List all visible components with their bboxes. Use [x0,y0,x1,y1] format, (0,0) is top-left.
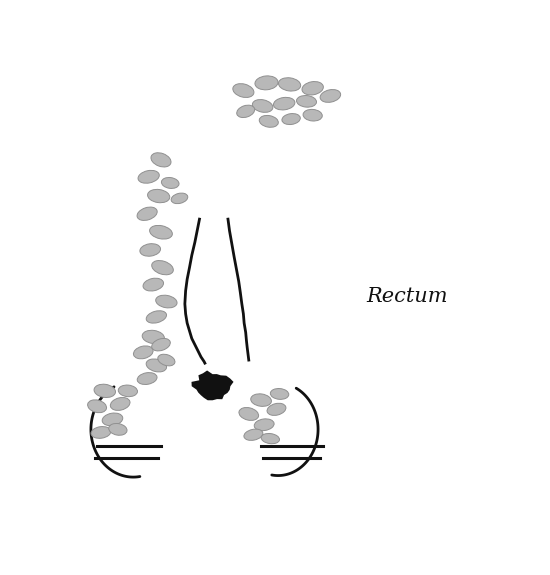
Ellipse shape [137,373,157,385]
Ellipse shape [151,153,171,167]
Ellipse shape [146,359,167,372]
Ellipse shape [102,413,123,426]
Ellipse shape [142,330,164,344]
Ellipse shape [109,423,127,435]
Ellipse shape [302,82,323,95]
Ellipse shape [138,170,160,183]
Ellipse shape [273,97,295,110]
Ellipse shape [87,400,107,413]
Ellipse shape [146,310,167,323]
Ellipse shape [271,389,289,400]
Polygon shape [191,370,234,400]
Ellipse shape [158,354,175,366]
Ellipse shape [282,113,300,125]
Ellipse shape [261,434,279,444]
Ellipse shape [296,95,316,107]
Ellipse shape [111,397,130,411]
Ellipse shape [147,189,170,203]
Ellipse shape [94,384,116,397]
Ellipse shape [251,394,271,407]
Ellipse shape [259,116,278,127]
Ellipse shape [152,339,170,351]
Ellipse shape [91,427,111,438]
Ellipse shape [152,260,173,275]
Ellipse shape [303,109,322,121]
Ellipse shape [252,99,273,112]
Ellipse shape [233,83,254,98]
Ellipse shape [161,178,179,189]
Ellipse shape [244,429,263,440]
Ellipse shape [137,207,157,220]
Ellipse shape [267,403,286,415]
Ellipse shape [140,244,161,256]
Ellipse shape [134,346,153,359]
Ellipse shape [150,225,172,239]
Ellipse shape [236,105,255,117]
Ellipse shape [118,385,138,397]
Ellipse shape [320,90,340,102]
Ellipse shape [239,408,258,420]
Ellipse shape [143,278,163,291]
Ellipse shape [278,78,301,91]
Text: Rectum: Rectum [366,287,448,306]
Ellipse shape [171,193,188,204]
Ellipse shape [254,419,274,431]
Ellipse shape [156,295,177,308]
Ellipse shape [255,76,278,90]
